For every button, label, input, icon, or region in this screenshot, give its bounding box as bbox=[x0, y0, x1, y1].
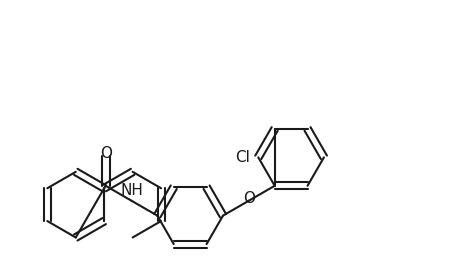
Text: Cl: Cl bbox=[235, 150, 250, 165]
Text: NH: NH bbox=[120, 183, 143, 198]
Text: O: O bbox=[100, 146, 112, 161]
Text: O: O bbox=[243, 191, 255, 206]
